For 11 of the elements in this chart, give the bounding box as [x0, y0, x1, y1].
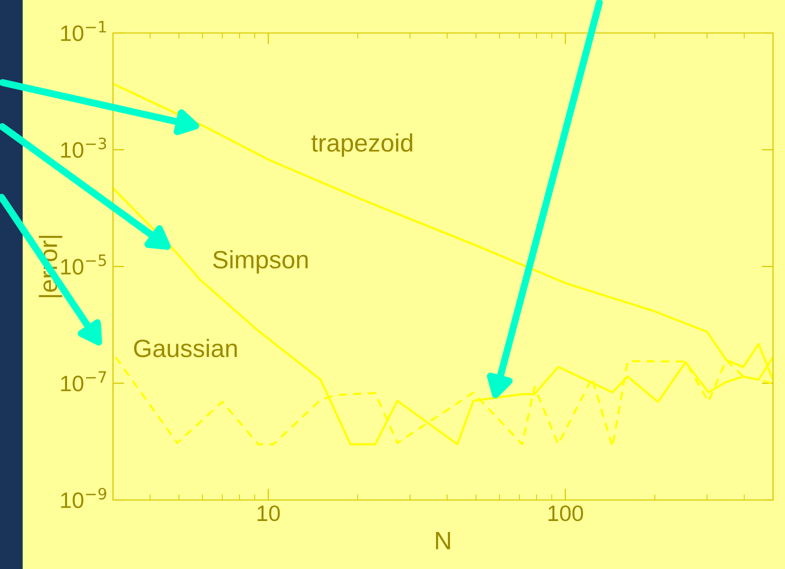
- annotation: trapezoid: [311, 133, 412, 157]
- y-tick-label: 10$^{−7}$: [61, 371, 106, 392]
- x-tick-label: 100: [548, 505, 584, 522]
- y-tick-label: 10$^{−9}$: [61, 488, 106, 508]
- annotation: Simpson: [213, 250, 308, 274]
- annotation: Gaussian: [134, 338, 237, 358]
- y-tick-label: 10$^{−3}$: [61, 138, 106, 158]
- y-tick-label: 10$^{−5}$: [61, 254, 106, 275]
- y-tick-label: 10$^{−1}$: [61, 21, 106, 42]
- x-axis-title: N: [436, 532, 450, 550]
- x-tick-label: 10: [258, 505, 280, 522]
